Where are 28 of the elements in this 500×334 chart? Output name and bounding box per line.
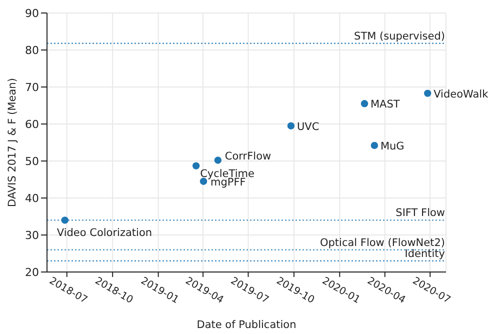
x-axis-title: Date of Publication: [196, 319, 296, 331]
point: [424, 90, 432, 97]
series-label: UVC: [296, 120, 320, 133]
series-label: CycleTime: [200, 168, 254, 180]
series-label: Video Colorization: [56, 227, 152, 240]
ref-line-label: STM (supervised): [354, 30, 445, 42]
point: [214, 156, 222, 164]
y-tick-label: 30: [25, 228, 39, 242]
point: [360, 100, 368, 108]
series-label: CorrFlow: [224, 150, 272, 162]
ref-line-label: Identity: [404, 248, 445, 260]
point: [61, 216, 68, 224]
y-tick-label: 90: [25, 6, 39, 20]
point: [287, 122, 295, 130]
y-tick-label: 40: [25, 192, 39, 205]
y-tick-label: 20: [25, 266, 39, 279]
y-tick-label: 50: [25, 154, 39, 168]
point: [370, 142, 378, 150]
y-axis-title: DAVIS 2017 J & F (Mean): [6, 78, 19, 207]
y-tick-label: 70: [25, 80, 39, 94]
series-label: MAST: [370, 98, 400, 111]
y-tick-label: 80: [25, 44, 39, 57]
ref-line-label: Optical Flow (FlowNet2): [320, 236, 445, 249]
ref-line-label: SIFT Flow: [396, 207, 446, 220]
y-tick-label: 60: [25, 118, 39, 131]
series-label: VideoWalk: [434, 88, 490, 100]
point: [192, 162, 200, 170]
series-label: MuG: [380, 140, 404, 152]
